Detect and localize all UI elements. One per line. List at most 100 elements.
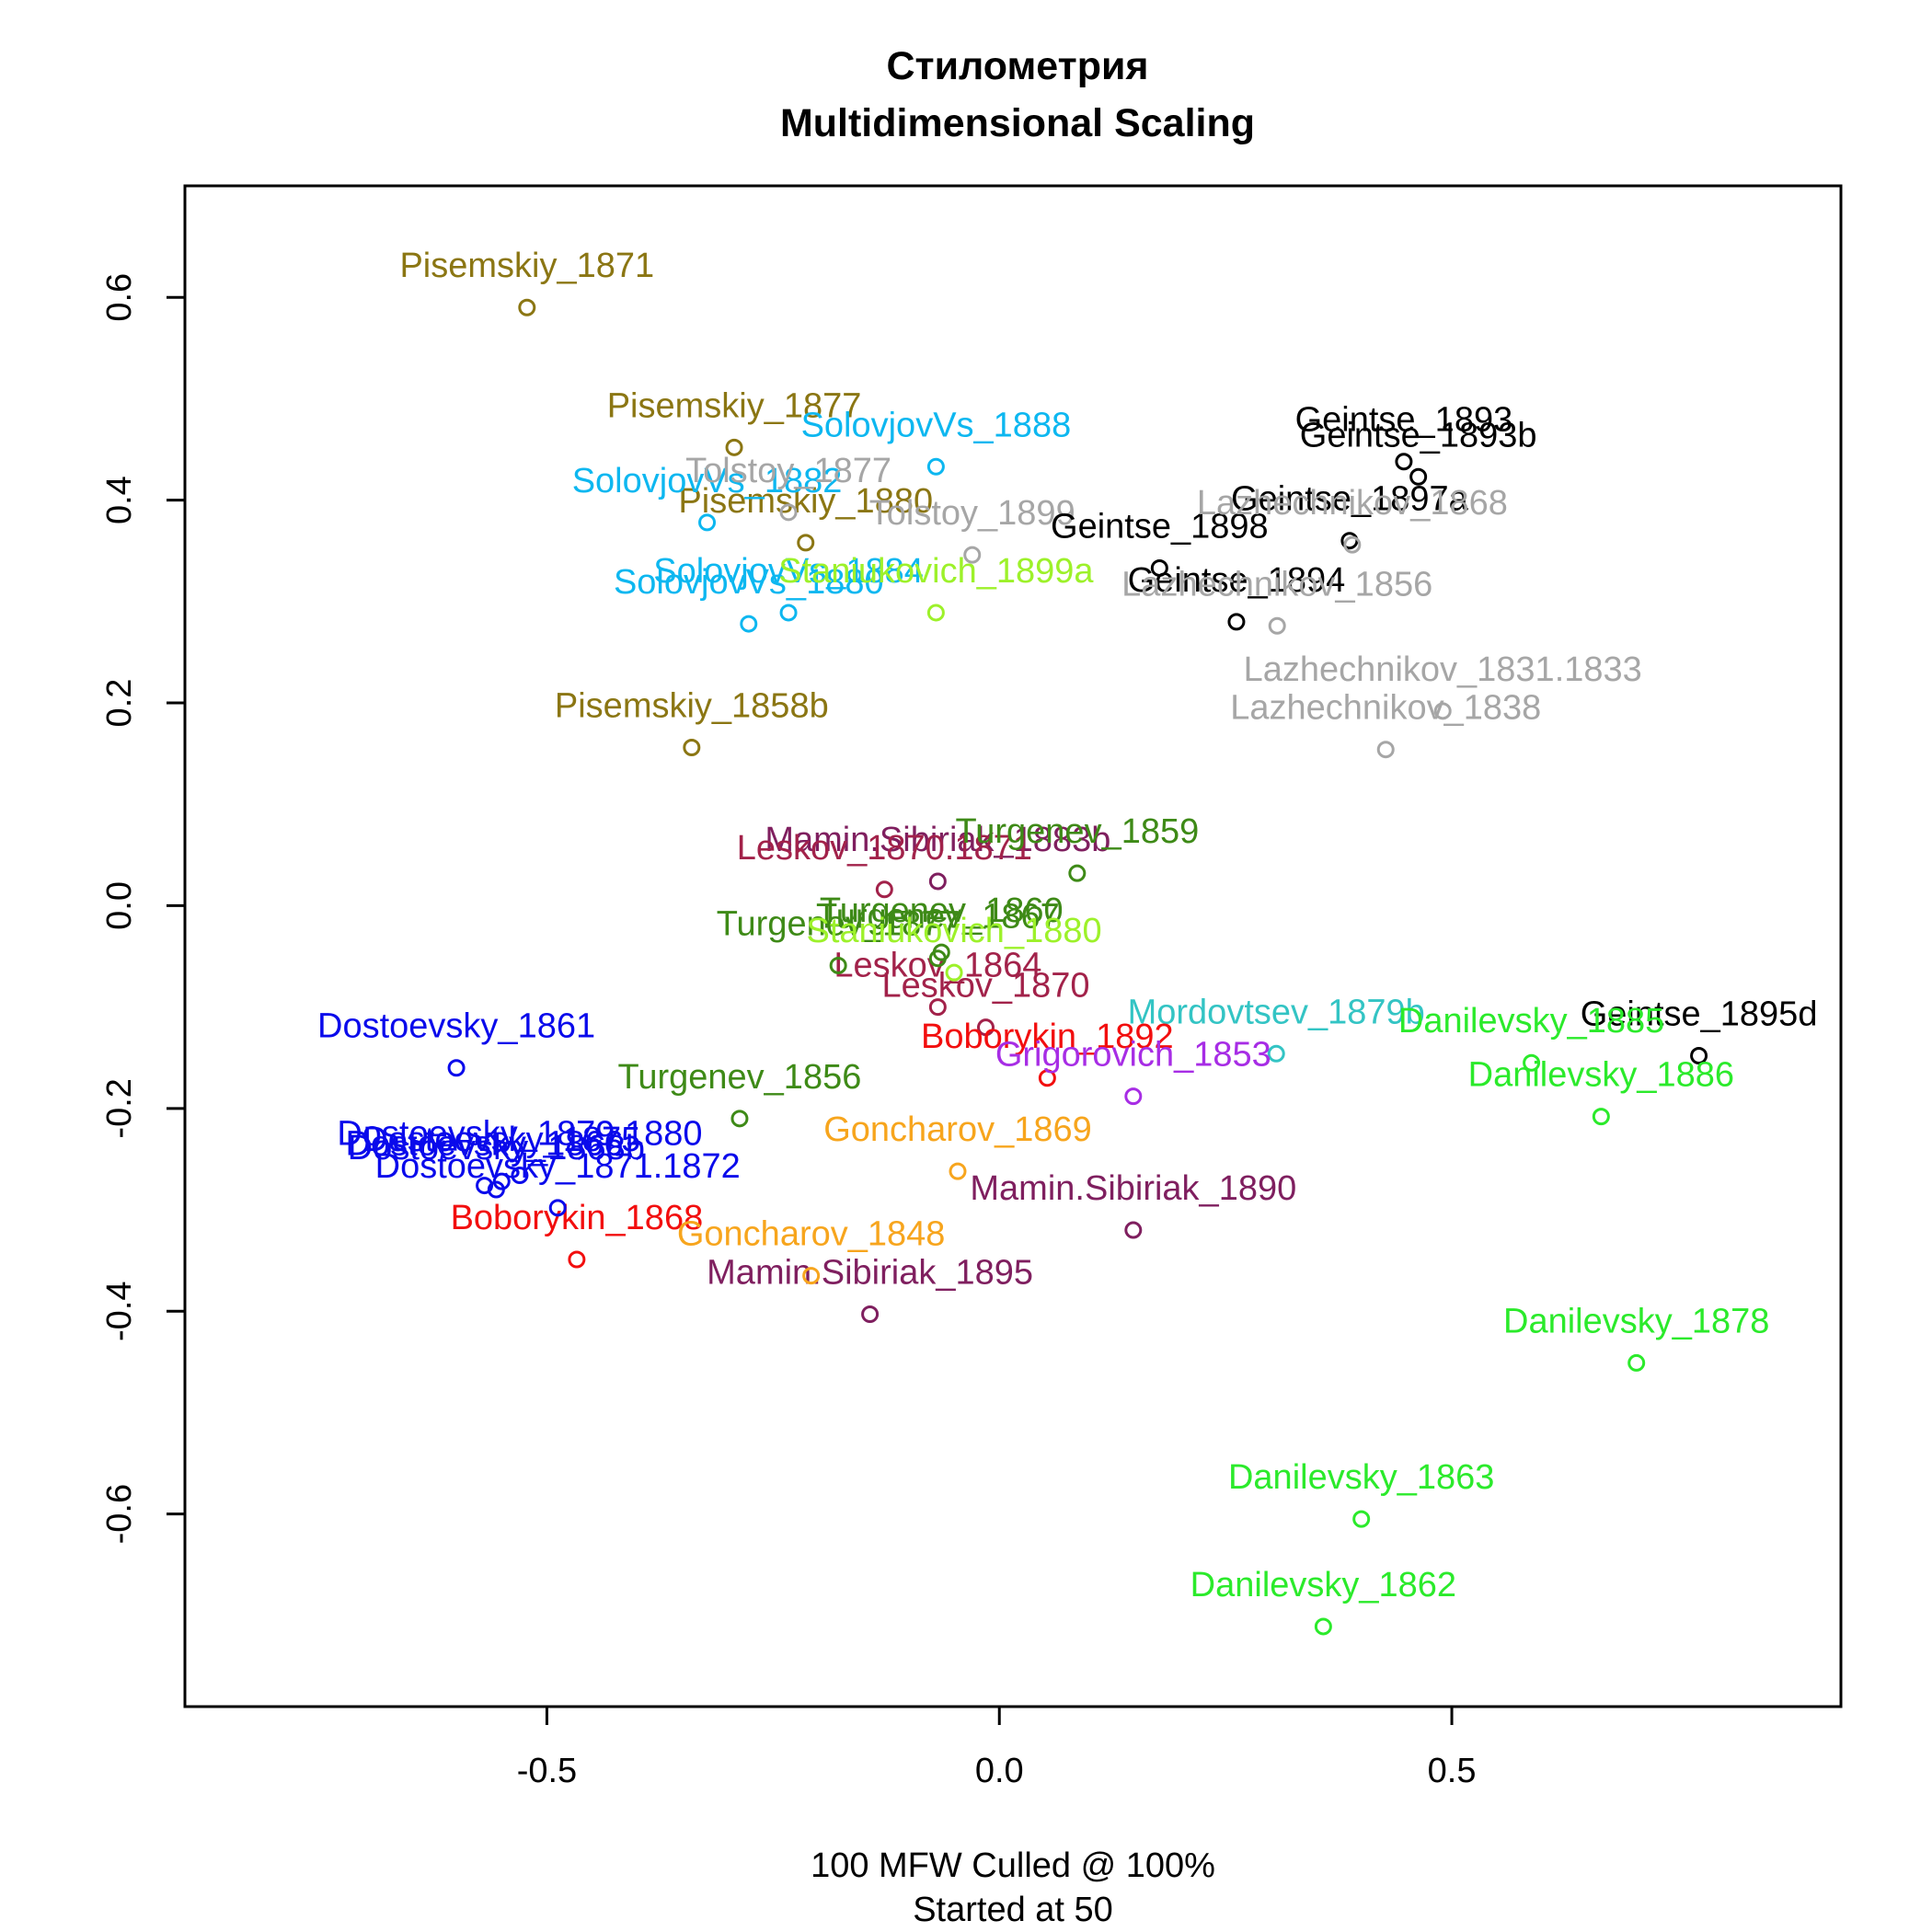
data-point [928, 998, 947, 1017]
point-label: Goncharov_1848 [677, 1215, 946, 1254]
point-label: Dostoevsky_1871.1872 [375, 1147, 741, 1186]
data-point [802, 1267, 821, 1285]
point-label: Lazhechnikov_1838 [1230, 689, 1541, 728]
point-label: SolovjovVs_1882 [572, 462, 843, 500]
point-label: Pisemskiy_1877 [607, 386, 862, 425]
data-point [487, 1180, 505, 1199]
data-point [1314, 1617, 1332, 1636]
y-tick-label: -0.6 [100, 1484, 139, 1544]
data-point [949, 1162, 967, 1180]
y-axis: -0.6 -0.4 -0.2 0.0 0.2 0.4 0.6 [100, 273, 187, 1544]
data-point [568, 1250, 586, 1269]
x-tick-label: 0.5 [1428, 1752, 1477, 1790]
data-point [725, 438, 743, 456]
data-point [1267, 1044, 1285, 1063]
point-label: Lazhechnikov_1868 [1197, 484, 1508, 523]
data-point [1523, 1053, 1541, 1072]
y-tick-label: 0.2 [100, 679, 139, 728]
data-point [730, 1110, 749, 1128]
point-label: SolovjovVs_1884 [653, 552, 924, 591]
data-point [1690, 1047, 1708, 1065]
data-point [683, 739, 701, 757]
point-label: Turgenev_1877 [717, 904, 960, 943]
data-point [1150, 558, 1168, 577]
x-axis-label-line1: 100 MFW Culled @ 100% [811, 1846, 1215, 1885]
data-point [518, 298, 536, 316]
data-points: Pisemskiy_1871 Pisemskiy_1877 Pisemskiy_18… [317, 247, 1817, 1636]
point-label: Turgenev_1867 [816, 898, 1060, 937]
point-label: Tolstoy_1877 [685, 452, 891, 490]
x-tick-label: -0.5 [517, 1752, 577, 1790]
data-point [1627, 1353, 1646, 1372]
point-label: Danilevsky_1863 [1228, 1458, 1494, 1497]
y-tick-label: 0.6 [100, 273, 139, 322]
y-tick-label: -0.4 [100, 1281, 139, 1340]
point-label: Leskov_1870 [881, 967, 1089, 1006]
point-label: SolovjovVs_1888 [801, 406, 1072, 444]
chart-subtitle: Multidimensional Scaling [780, 101, 1255, 145]
data-point [945, 963, 963, 982]
point-label: Staniukovich_1880 [806, 912, 1101, 950]
data-point [548, 1199, 567, 1217]
data-point [1409, 467, 1428, 486]
point-label: Geintse_1898 [1051, 507, 1269, 546]
point-label: Pisemskiy_1871 [399, 247, 654, 285]
data-point [698, 513, 717, 532]
point-label: Mamin.Sibiriak_1883b [765, 821, 1110, 859]
data-point [1592, 1108, 1610, 1126]
point-label: Danilevsky_1886 [1468, 1056, 1734, 1095]
x-axis: -0.5 0.0 0.5 [517, 1705, 1477, 1790]
point-label: Mamin.Sibiriak_1895 [707, 1254, 1033, 1293]
point-label: Dostoevsky_1868b [348, 1129, 645, 1167]
data-point [1376, 741, 1395, 759]
point-label: Leskov_1870.1871 [737, 829, 1032, 868]
x-tick-label: 0.0 [975, 1752, 1024, 1790]
point-label: Boborykin_1868 [451, 1199, 704, 1237]
data-point [928, 949, 947, 968]
data-point [797, 534, 815, 552]
data-point [1124, 1221, 1143, 1239]
data-point [447, 1059, 466, 1077]
data-point [926, 604, 945, 622]
data-point [875, 880, 893, 899]
data-point [963, 546, 982, 564]
chart-title: Стилометрия [886, 44, 1148, 88]
y-tick-label: 0.4 [100, 476, 139, 524]
data-point [928, 872, 947, 891]
data-point [1227, 613, 1246, 631]
point-label: SolovjovVs_1880 [614, 563, 884, 602]
data-point [1343, 535, 1362, 554]
point-label: Turgenev_1859 [955, 812, 1199, 851]
point-label: Dostoevsky_1875 [362, 1121, 640, 1159]
data-point [926, 457, 945, 476]
point-label: Dostoevsky_1866 [346, 1125, 624, 1164]
point-label: Grigorovich_1853 [995, 1036, 1271, 1075]
point-label: Danilevsky_1862 [1190, 1566, 1456, 1604]
data-point [779, 503, 798, 522]
y-tick-label: -0.2 [100, 1078, 139, 1138]
point-label: Mamin.Sibiriak_1890 [970, 1169, 1296, 1208]
data-point [740, 615, 758, 633]
data-point [1433, 702, 1452, 720]
point-label: Tolstoy_1899 [869, 494, 1075, 533]
point-label: Geintse_1893 [1295, 401, 1513, 440]
point-label: Geintse_1894 [1128, 561, 1346, 600]
data-point [1124, 1087, 1143, 1106]
point-label: Goncharov_1869 [823, 1110, 1092, 1149]
data-point [861, 1305, 880, 1324]
data-point [1038, 1069, 1056, 1087]
point-label: Boborykin_1892 [921, 1018, 1174, 1056]
point-label: Lazhechnikov_1831.1833 [1244, 650, 1642, 689]
point-label: Danilevsky_1878 [1503, 1302, 1769, 1340]
data-point [1395, 453, 1413, 471]
point-label: Mordovtsev_1879b [1128, 993, 1425, 1031]
point-label: Pisemskiy_1858b [555, 687, 829, 726]
point-label: Turgenev_1860 [820, 891, 1064, 930]
y-tick-label: 0.0 [100, 881, 139, 930]
data-point [1068, 864, 1087, 882]
point-label: Danilevsky_1885 [1398, 1002, 1664, 1041]
point-label: Geintse_1897a [1231, 480, 1469, 519]
data-point [1268, 616, 1286, 635]
point-label: Pisemskiy_1880 [678, 482, 933, 521]
